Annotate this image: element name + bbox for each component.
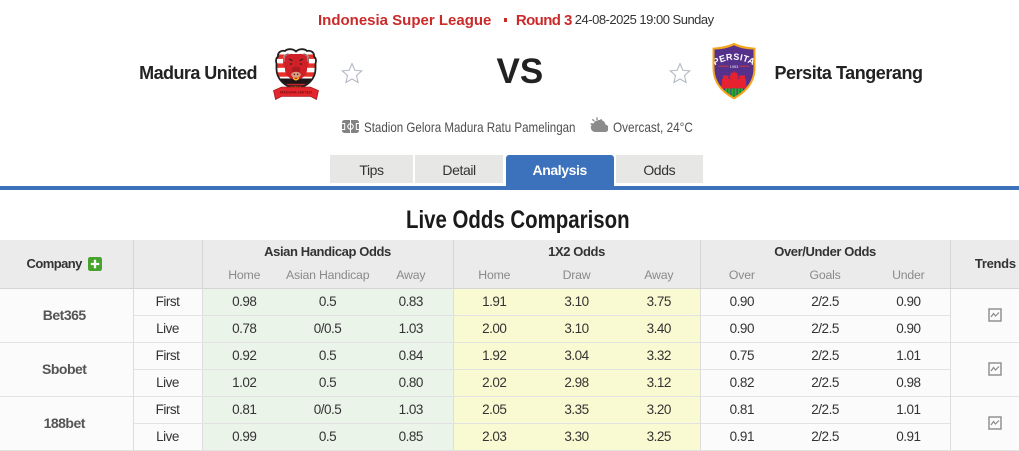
svg-text:1953: 1953 (730, 64, 739, 69)
svg-text:MADURA UNITED: MADURA UNITED (280, 91, 312, 95)
